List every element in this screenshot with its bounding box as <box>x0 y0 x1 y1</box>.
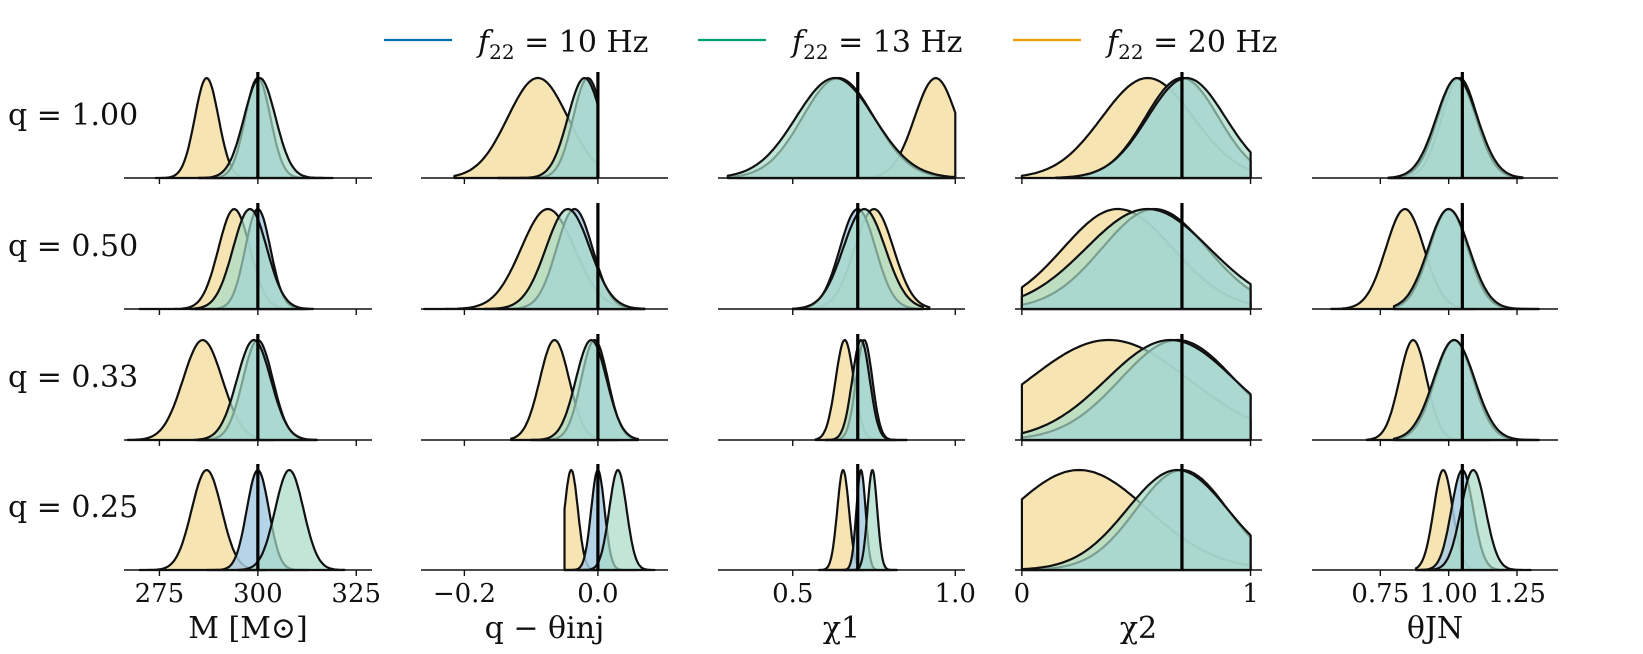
tick-label-M-2: 325 <box>331 579 381 609</box>
panel-M-row-2 <box>124 334 372 446</box>
tick-label-chi1-1: 1.0 <box>935 579 976 609</box>
tick-label-chi2-0: 0 <box>1014 579 1031 609</box>
tick-label-M-0: 275 <box>135 579 185 609</box>
legend-label-0: f22 = 10 Hz <box>476 25 648 64</box>
x-axis-label-q: q − θinj <box>485 611 605 646</box>
tick-label-theta-0: 0.75 <box>1351 579 1409 609</box>
tick-label-chi2-1: 1 <box>1242 579 1259 609</box>
panel-chi2-row-0 <box>1015 72 1262 184</box>
legend-label-1: f22 = 13 Hz <box>790 25 962 64</box>
density-chi2-row-1-f13 <box>1020 207 1252 311</box>
panel-chi1-row-1 <box>718 203 965 315</box>
density-M-row-3-f13 <box>237 469 346 572</box>
x-axis-label-chi1: χ1 <box>823 611 860 646</box>
row-label-0: q = 1.00 <box>8 98 138 133</box>
density-theta-row-0-f13 <box>1387 76 1524 180</box>
tick-label-q-0: −0.2 <box>433 579 496 609</box>
density-q-row-2-f13 <box>530 338 640 442</box>
row-label-3: q = 0.25 <box>8 490 138 525</box>
legend-item-0: f22 = 10 Hz <box>384 25 648 64</box>
legend: f22 = 10 Hz f22 = 13 Hz f22 = 20 Hz <box>384 25 1277 64</box>
tick-label-M-1: 300 <box>233 579 283 609</box>
panel-chi2-row-1 <box>1015 203 1262 315</box>
tick-label-chi1-0: 0.5 <box>772 579 813 609</box>
tick-label-theta-2: 1.25 <box>1488 579 1546 609</box>
panel-q-row-3: −0.2 0.0 <box>421 464 668 609</box>
panel-theta-row-3: 0.75 1.00 1.25 <box>1312 464 1558 609</box>
panel-theta-row-1 <box>1312 203 1558 315</box>
panel-q-row-1 <box>421 203 668 315</box>
panel-M-row-1 <box>124 203 372 315</box>
density-theta-row-2-f13 <box>1392 338 1540 442</box>
x-axis-label-theta: θJN <box>1407 611 1463 646</box>
panel-M-row-0 <box>124 72 372 184</box>
panel-theta-row-2 <box>1312 334 1558 446</box>
panel-chi2-row-2 <box>1015 334 1262 446</box>
tick-label-q-1: 0.0 <box>577 579 618 609</box>
legend-item-1: f22 = 13 Hz <box>698 25 962 64</box>
panel-chi1-row-3: 0.5 1.0 <box>718 464 976 609</box>
panel-q-row-0 <box>421 72 668 184</box>
density-q-row-1-f13 <box>483 207 646 311</box>
density-q-row-3-f13 <box>576 468 656 572</box>
panel-chi1-row-0 <box>718 72 965 184</box>
x-axis-label-chi2: χ2 <box>1120 611 1157 646</box>
tick-label-theta-1: 1.00 <box>1420 579 1478 609</box>
density-chi2-row-0-f13 <box>1055 76 1252 180</box>
panel-grid: 275 300 325 −0.2 0.0 0.5 1.0 0 1 0.75 1.00 1.25 <box>124 72 1558 609</box>
density-chi2-row-3-f13 <box>1020 468 1252 572</box>
panel-theta-row-0 <box>1312 72 1558 184</box>
row-label-2: q = 0.33 <box>8 360 138 395</box>
legend-label-2: f22 = 20 Hz <box>1105 25 1277 64</box>
density-chi1-row-0-f13 <box>726 76 957 180</box>
row-label-1: q = 0.50 <box>8 229 138 264</box>
x-axis-labels: M [M⊙] q − θinj χ1 χ2 θJN <box>188 611 1463 646</box>
row-labels: q = 1.00 q = 0.50 q = 0.33 q = 0.25 <box>8 98 138 525</box>
panel-chi1-row-2 <box>718 334 965 446</box>
x-axis-label-M: M [M⊙] <box>188 611 308 646</box>
density-M-row-1-f13 <box>189 207 315 311</box>
legend-item-2: f22 = 20 Hz <box>1013 25 1277 64</box>
panel-M-row-3: 275 300 325 <box>124 464 381 609</box>
panel-q-row-2 <box>421 334 668 446</box>
density-chi2-row-2-f13 <box>1020 338 1252 442</box>
